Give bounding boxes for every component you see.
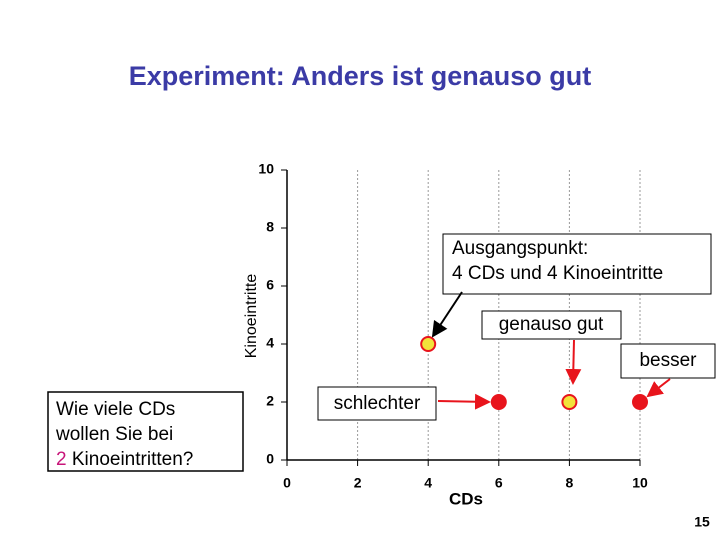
x-tick-label: 0 xyxy=(283,475,291,491)
annotation-box xyxy=(620,343,716,379)
x-tick-label: 4 xyxy=(424,475,432,491)
point xyxy=(490,394,507,410)
y-tick-label: 0 xyxy=(266,451,274,467)
question: wollen Sie bei xyxy=(55,424,173,445)
arrow xyxy=(565,339,582,385)
x-tick-label: 2 xyxy=(354,475,362,491)
plot: 0 2 4 6 8 10 0 2 4 6 8 10 xyxy=(258,161,648,491)
annotation: 4 CDs und 4 Kinoeintritte xyxy=(452,263,663,284)
arrow xyxy=(437,393,491,410)
arrow xyxy=(431,291,463,338)
y-tick-label: 4 xyxy=(266,335,274,351)
annotation-box xyxy=(481,310,622,340)
x-axis-label: CDs xyxy=(449,489,483,508)
x-tick-label: 10 xyxy=(632,475,648,491)
title: Experiment: Anders ist genauso gut xyxy=(129,61,592,91)
question-box xyxy=(47,391,244,472)
y-tick-label: 2 xyxy=(266,393,274,409)
y-axis-label: Kinoeintritte xyxy=(243,274,260,359)
x-tick-label: 8 xyxy=(566,475,574,491)
point xyxy=(561,394,578,410)
y-tick-label: 10 xyxy=(258,161,274,177)
question-number: 2 xyxy=(56,449,67,470)
annotation: genauso gut xyxy=(499,314,604,335)
point xyxy=(420,336,437,352)
arrow xyxy=(646,378,671,398)
point xyxy=(632,394,648,410)
annotation: Ausgangspunkt: xyxy=(452,238,588,259)
question: 2 Kinoeintritten? xyxy=(56,449,193,470)
question: Kinoeintritten? xyxy=(67,449,194,470)
question: Wie viele CDs xyxy=(56,399,175,420)
annotation: besser xyxy=(639,350,697,371)
annotation-box xyxy=(442,233,712,295)
page-number: 15 xyxy=(694,514,710,530)
annotation: schlechter xyxy=(334,393,421,414)
x-tick-label: 6 xyxy=(495,475,503,491)
annotation-box xyxy=(317,386,437,421)
y-tick-label: 8 xyxy=(266,219,274,235)
y-tick-label: 6 xyxy=(266,277,274,293)
